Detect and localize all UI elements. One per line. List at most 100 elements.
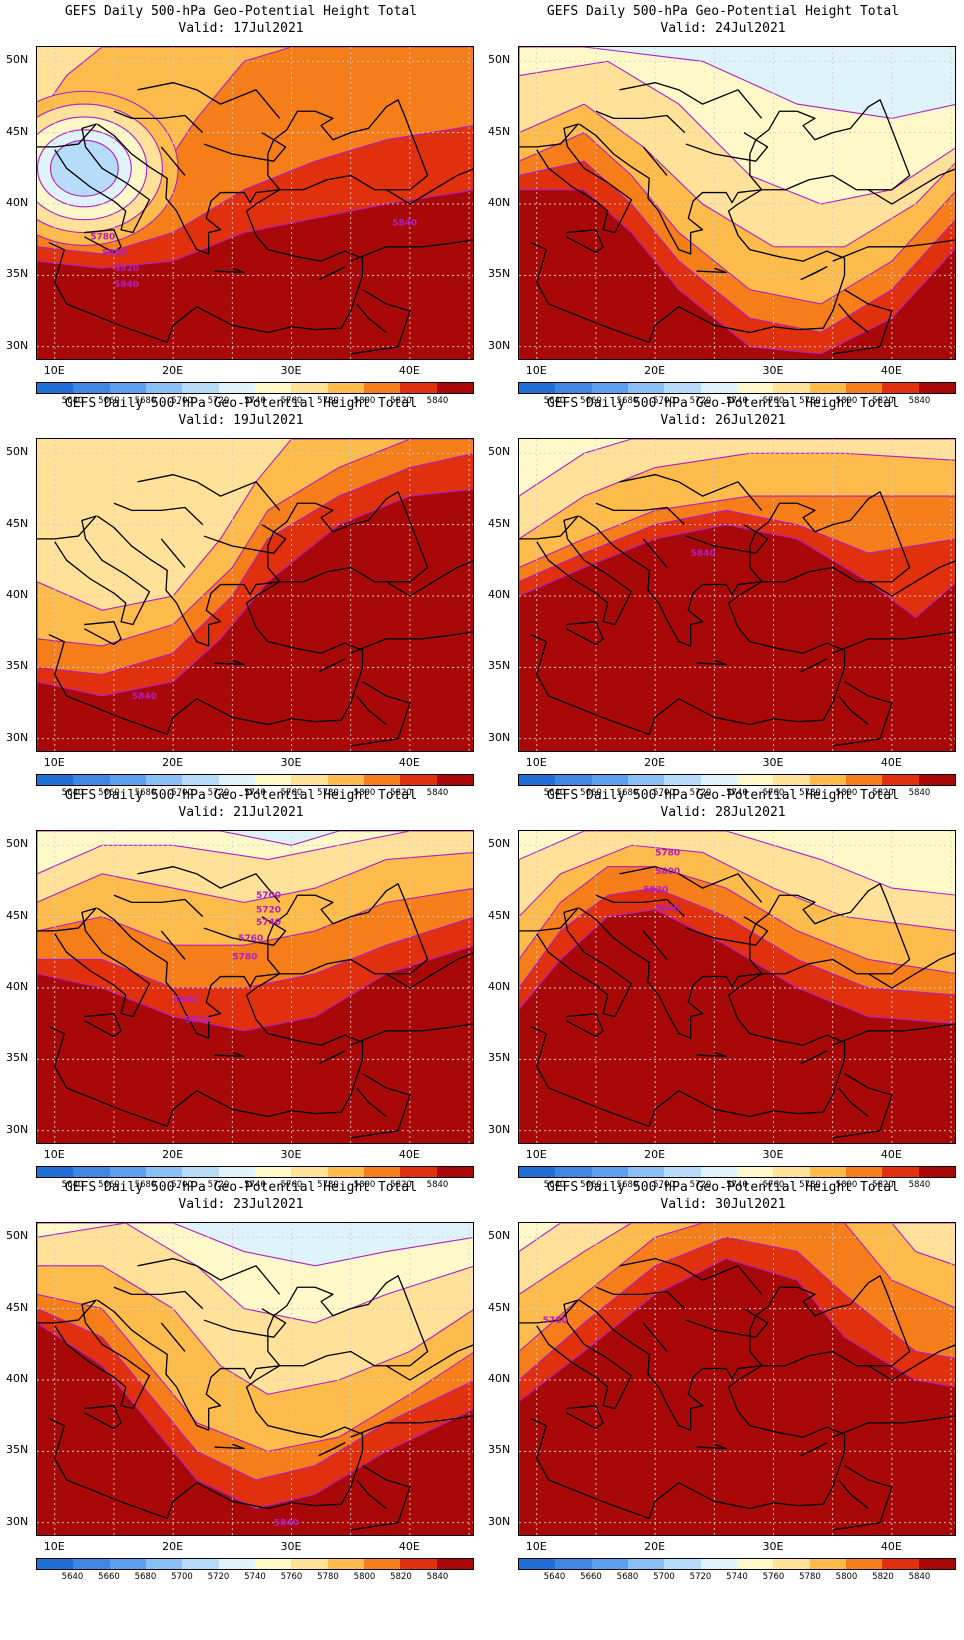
latitude-label: 30N <box>6 1122 29 1136</box>
coastline <box>678 481 763 511</box>
colorbar-segment <box>363 775 401 785</box>
latitude-label: 45N <box>6 1300 29 1314</box>
latitude-label: 40N <box>488 980 511 993</box>
colorbar-label: 5820 <box>872 396 894 406</box>
contour-label: 5840 <box>274 1519 299 1529</box>
colorbar-segment <box>555 1559 592 1569</box>
latitude-label: 35N <box>488 659 511 673</box>
coastline <box>867 168 955 205</box>
longitude-label: 10E <box>525 756 547 769</box>
colorbar-segment <box>627 1559 665 1569</box>
colorbar-label: 5680 <box>616 1180 639 1190</box>
longitude-label: 40E <box>880 1148 902 1161</box>
colorbar-segment <box>218 1559 255 1569</box>
contour-label: 5780 <box>90 233 115 243</box>
longitude-label: 40E <box>398 756 420 769</box>
colorbar-label: 5720 <box>689 788 712 798</box>
contour-map: 5780 5800 5820 5840 5840 <box>36 46 474 360</box>
coastline <box>595 502 686 526</box>
latitude-label: 35N <box>6 267 29 281</box>
coastline <box>196 1265 281 1295</box>
colorbar-segment <box>400 1167 437 1177</box>
contour-map: 5840 <box>36 1222 474 1536</box>
latitude-label: 30N <box>488 338 511 352</box>
colorbar-segment <box>519 383 556 393</box>
coastline <box>619 866 679 875</box>
coastline <box>838 695 869 725</box>
colorbar-label: 5780 <box>799 1180 821 1190</box>
colorbar-label: 5840 <box>908 788 931 798</box>
contour-label: 5840 <box>691 549 716 559</box>
colorbar-segment <box>736 775 774 785</box>
contour-label: 5740 <box>256 918 281 928</box>
coastline <box>530 99 911 344</box>
coastline <box>48 99 429 344</box>
colorbar-segment <box>845 1559 883 1569</box>
colorbar-segment <box>145 775 183 785</box>
latitude-label: 50N <box>6 445 29 459</box>
coastline <box>48 1275 429 1520</box>
map-panel-28Jul2021: GEFS Daily 500-hPa Geo-Potential Height … <box>482 784 964 1194</box>
colorbar-label: 5640 <box>61 1572 84 1582</box>
colorbar-segment <box>291 1559 328 1569</box>
coastline <box>530 1275 911 1520</box>
coastline <box>214 659 245 666</box>
longitude-label: 30E <box>762 1540 784 1553</box>
colorbar-segment <box>400 775 437 785</box>
colorbar-label: 5840 <box>908 1180 931 1190</box>
colorbar-label: 5640 <box>543 788 566 798</box>
panel-title: GEFS Daily 500-hPa Geo-Potential Height … <box>546 4 900 19</box>
contour-map-svg: 5840 <box>37 439 473 751</box>
colorbar-segment <box>400 1559 437 1569</box>
colorbar-segment <box>627 383 665 393</box>
colorbar-segment <box>363 383 401 393</box>
colorbar-label: 5820 <box>872 1572 894 1582</box>
colorbar-segment <box>736 383 774 393</box>
colorbar-segment <box>918 775 955 785</box>
contour-label: 5820 <box>114 264 139 274</box>
coastline <box>619 474 679 483</box>
colorbar-segment <box>664 1559 701 1569</box>
colorbar-segment <box>882 775 919 785</box>
coastline <box>832 289 893 355</box>
colorbar-segment <box>291 383 328 393</box>
colorbar-segment <box>436 1559 473 1569</box>
coastline <box>203 524 287 554</box>
latitude-label: 45N <box>6 908 29 922</box>
colorbar-label: 5640 <box>543 1572 566 1582</box>
colorbar-segment <box>37 1167 74 1177</box>
colorbar-segment <box>291 1167 328 1177</box>
colorbar-segment <box>145 1559 183 1569</box>
coastline <box>318 1050 346 1065</box>
coastline <box>530 491 911 736</box>
contour-label: 5800 <box>102 248 127 258</box>
latitude-label: 35N <box>488 267 511 281</box>
latitude-label: 50N <box>6 1229 29 1243</box>
colorbar-label: 5760 <box>280 396 303 406</box>
coastline <box>385 952 473 989</box>
latitude-label: 45N <box>488 124 511 138</box>
coastline <box>160 538 186 568</box>
contour-map-svg: 5840 <box>519 439 955 751</box>
longitude-label: 10E <box>43 1540 65 1553</box>
colorbar-segment <box>664 1167 701 1177</box>
colorbar-segment <box>845 383 883 393</box>
coastline <box>696 1443 727 1450</box>
coastline <box>838 1087 869 1117</box>
coastline <box>385 1344 473 1381</box>
colorbar-label: 5780 <box>317 1572 339 1582</box>
colorbar-segment <box>773 1167 810 1177</box>
contour-map-svg: 5840 <box>37 1223 473 1535</box>
coastline <box>867 952 955 989</box>
coastline <box>356 695 387 725</box>
colorbar-segment <box>591 383 628 393</box>
contour-label: 5840 <box>392 218 417 228</box>
colorbar-segment <box>773 1559 810 1569</box>
coastline <box>113 110 204 134</box>
coastline <box>685 132 769 162</box>
colorbar-label: 5660 <box>98 1572 120 1582</box>
colorbar-label: 5640 <box>543 396 566 406</box>
coastline <box>350 1415 473 1438</box>
colorbar-label: 5760 <box>280 1180 303 1190</box>
contour-band <box>37 189 473 359</box>
